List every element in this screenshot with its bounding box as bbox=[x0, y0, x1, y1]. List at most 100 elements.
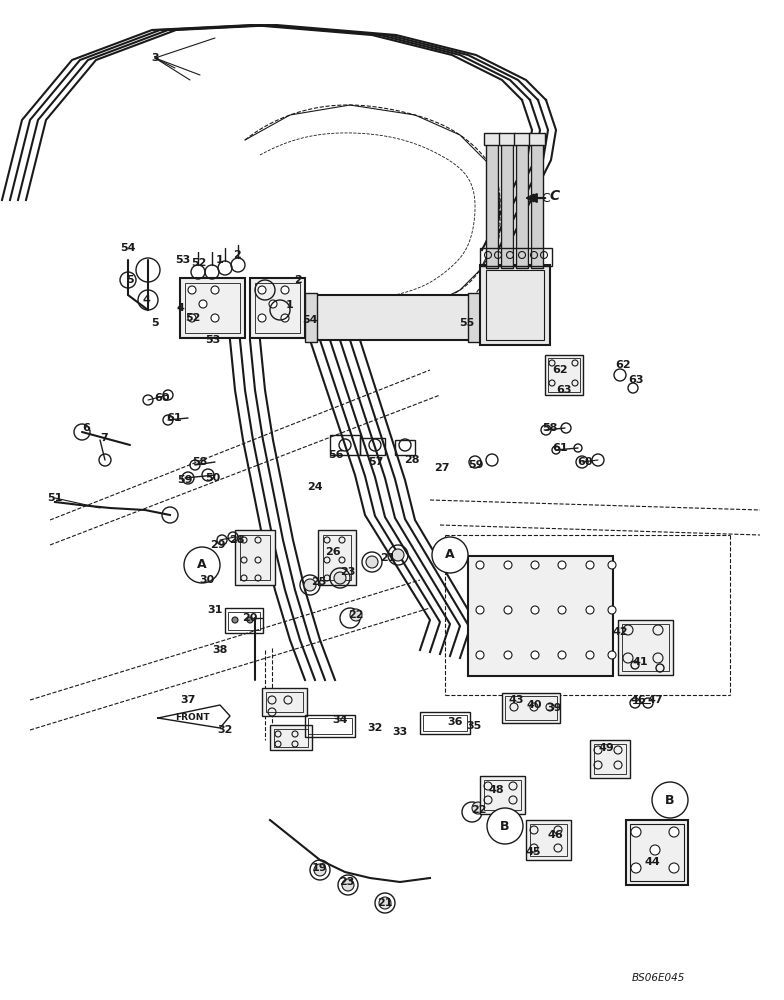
Bar bbox=[516, 140, 528, 268]
Bar bbox=[630, 824, 684, 881]
Bar bbox=[529, 133, 545, 145]
Circle shape bbox=[211, 314, 219, 322]
Circle shape bbox=[558, 606, 566, 614]
Text: 58: 58 bbox=[543, 423, 557, 433]
Bar bbox=[486, 140, 498, 268]
Text: A: A bbox=[198, 558, 207, 572]
Text: 57: 57 bbox=[368, 457, 383, 467]
Text: 63: 63 bbox=[628, 375, 644, 385]
Text: 21: 21 bbox=[380, 553, 396, 563]
Text: 5: 5 bbox=[151, 318, 159, 328]
Bar bbox=[480, 776, 525, 814]
Bar bbox=[590, 740, 630, 778]
Bar bbox=[622, 624, 669, 671]
Bar bbox=[468, 293, 486, 342]
Text: 61: 61 bbox=[166, 413, 182, 423]
Text: 21: 21 bbox=[377, 898, 393, 908]
Circle shape bbox=[586, 606, 594, 614]
Bar bbox=[310, 295, 470, 340]
Text: 48: 48 bbox=[488, 785, 504, 795]
Circle shape bbox=[432, 537, 468, 573]
Bar bbox=[323, 535, 351, 580]
Circle shape bbox=[531, 606, 539, 614]
Text: 49: 49 bbox=[598, 743, 614, 753]
Text: 23: 23 bbox=[340, 567, 356, 577]
Text: 4: 4 bbox=[176, 303, 184, 313]
Text: 41: 41 bbox=[632, 657, 648, 667]
Text: 37: 37 bbox=[180, 695, 196, 705]
Circle shape bbox=[232, 617, 238, 623]
Bar bbox=[262, 688, 307, 716]
Circle shape bbox=[334, 572, 346, 584]
Bar bbox=[255, 283, 300, 333]
Text: 27: 27 bbox=[434, 463, 450, 473]
Bar bbox=[225, 608, 263, 633]
Circle shape bbox=[366, 556, 378, 568]
Text: 20: 20 bbox=[242, 613, 258, 623]
Text: 44: 44 bbox=[644, 857, 660, 867]
Bar bbox=[545, 355, 583, 395]
Text: 28: 28 bbox=[229, 535, 245, 545]
Text: 51: 51 bbox=[47, 493, 63, 503]
Text: 63: 63 bbox=[557, 385, 572, 395]
Text: 35: 35 bbox=[466, 721, 481, 731]
Bar bbox=[420, 712, 470, 734]
Text: 36: 36 bbox=[447, 717, 463, 727]
Circle shape bbox=[558, 561, 566, 569]
Text: 1: 1 bbox=[286, 300, 294, 310]
Bar bbox=[484, 133, 500, 145]
Bar bbox=[480, 248, 552, 266]
Circle shape bbox=[184, 547, 220, 583]
Text: 22: 22 bbox=[348, 610, 364, 620]
Text: FRONT: FRONT bbox=[175, 712, 209, 722]
Circle shape bbox=[472, 802, 484, 814]
Bar bbox=[228, 612, 260, 630]
Circle shape bbox=[247, 617, 253, 623]
Text: 23: 23 bbox=[339, 877, 354, 887]
Bar bbox=[505, 696, 557, 720]
Circle shape bbox=[304, 579, 316, 591]
Text: B: B bbox=[666, 794, 675, 806]
Circle shape bbox=[281, 286, 289, 294]
Circle shape bbox=[476, 561, 484, 569]
Bar bbox=[526, 820, 571, 860]
Circle shape bbox=[631, 827, 641, 837]
Text: 40: 40 bbox=[526, 700, 542, 710]
Text: 5: 5 bbox=[126, 275, 134, 285]
Text: 38: 38 bbox=[212, 645, 227, 655]
Text: 31: 31 bbox=[207, 605, 223, 615]
Text: 22: 22 bbox=[471, 805, 487, 815]
Bar bbox=[266, 692, 303, 712]
Circle shape bbox=[504, 606, 512, 614]
Text: C: C bbox=[542, 192, 550, 205]
Circle shape bbox=[652, 782, 688, 818]
Text: 52: 52 bbox=[191, 258, 207, 268]
Circle shape bbox=[379, 897, 391, 909]
Circle shape bbox=[476, 651, 484, 659]
Circle shape bbox=[669, 827, 679, 837]
Circle shape bbox=[586, 561, 594, 569]
Bar bbox=[501, 140, 513, 268]
Text: 32: 32 bbox=[368, 723, 383, 733]
Bar bbox=[250, 278, 305, 338]
Polygon shape bbox=[158, 705, 230, 728]
Circle shape bbox=[258, 286, 266, 294]
Bar bbox=[530, 824, 567, 856]
Circle shape bbox=[342, 879, 354, 891]
Circle shape bbox=[586, 651, 594, 659]
Text: 25: 25 bbox=[311, 577, 327, 587]
Text: 60: 60 bbox=[577, 457, 593, 467]
Text: 28: 28 bbox=[405, 455, 419, 465]
Text: 46: 46 bbox=[547, 830, 563, 840]
Circle shape bbox=[188, 286, 196, 294]
Bar bbox=[502, 693, 560, 723]
Circle shape bbox=[199, 300, 207, 308]
Bar bbox=[480, 265, 550, 345]
Circle shape bbox=[476, 606, 484, 614]
Text: 54: 54 bbox=[303, 315, 318, 325]
Bar bbox=[240, 535, 270, 580]
Bar bbox=[360, 438, 385, 455]
Text: 1: 1 bbox=[216, 255, 224, 265]
Text: 47: 47 bbox=[647, 695, 662, 705]
Text: 7: 7 bbox=[100, 433, 108, 443]
